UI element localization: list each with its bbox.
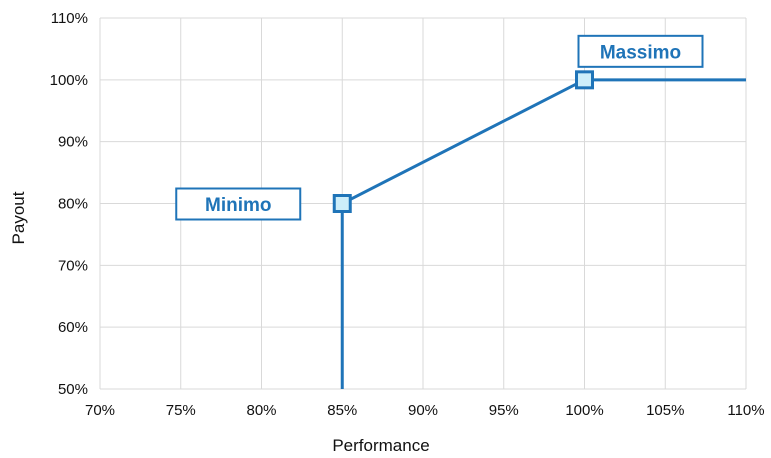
callout-box [577,34,704,68]
y-tick-label: 100% [50,72,88,89]
y-tick-label: 60% [58,319,88,336]
data-point-marker [332,194,352,213]
callout-label: Massimo [600,42,681,63]
series [340,78,746,389]
callout-label: Minimo [205,195,272,216]
y-tick-label: 110% [51,10,88,27]
annotations: Minimo Massimo [175,34,704,221]
grid [99,17,747,390]
y-tick-label: 80% [58,196,88,213]
y-tick-label: 70% [58,257,88,274]
y-tick-label: 50% [58,381,88,398]
x-tick-label: 90% [408,402,438,419]
y-axis-title: Payout [9,191,28,244]
x-tick-label: 110% [727,402,764,419]
callout-box [175,187,302,221]
tick-labels: 70% 75% 80% 85% 90% 95% 100% 105% 110% 50% 60% 70% 8… [50,10,765,419]
x-tick-label: 100% [565,402,603,419]
series-line [340,78,746,389]
data-point-marker [575,70,594,90]
x-tick-label: 75% [166,402,196,419]
markers [332,70,594,213]
x-axis-title: Performance [332,436,429,455]
y-tick-label: 90% [58,134,88,151]
x-tick-label: 105% [646,402,684,419]
x-tick-label: 70% [85,402,115,419]
x-tick-label: 95% [489,402,519,419]
x-tick-label: 85% [327,402,357,419]
x-tick-label: 80% [246,402,276,419]
